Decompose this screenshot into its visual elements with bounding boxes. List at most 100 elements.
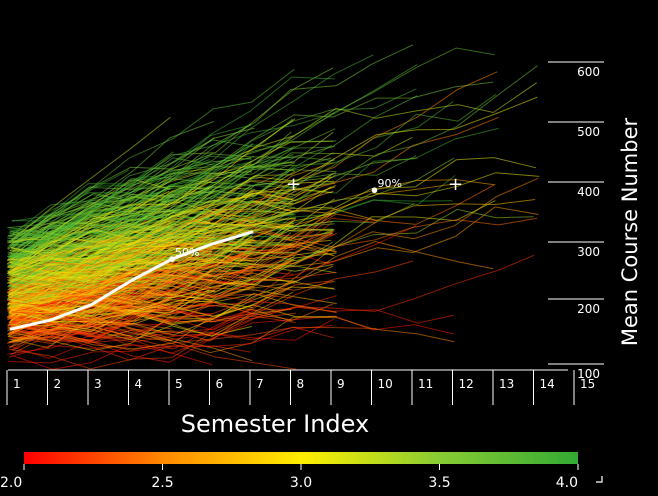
trajectory-line [9, 291, 171, 343]
trajectory-line [11, 281, 253, 321]
trajectory-line [8, 177, 539, 350]
trajectory-line [9, 96, 538, 254]
trajectory-line [10, 270, 292, 339]
trajectory-line [9, 208, 534, 270]
trajectory-line [11, 202, 255, 255]
trajectory-line [7, 278, 297, 332]
trajectory-line [8, 230, 170, 273]
colorbar-ticks: 2.0 2.5 3.0 3.5 4.0 [0, 464, 579, 491]
x-tick-label: 8 [297, 377, 305, 391]
trajectory-line [9, 199, 172, 260]
trajectory-line [10, 287, 170, 317]
trajectory-line [12, 343, 213, 370]
trajectory-line [9, 118, 296, 274]
x-tick-label: 12 [459, 377, 474, 391]
markers: + + [286, 174, 463, 195]
x-axis-title: Semester Index [181, 410, 369, 438]
trajectory-line [11, 157, 455, 308]
plus-marker: + [286, 174, 301, 195]
trajectory-line [11, 208, 295, 281]
trajectory-line [11, 170, 296, 275]
trajectory-line [12, 131, 334, 243]
trajectory-line [7, 286, 293, 338]
trajectory-line [11, 222, 132, 271]
x-tick-label: 13 [499, 377, 514, 391]
trajectory-line [12, 47, 495, 235]
trajectory-line [11, 275, 171, 306]
y-axis: 100 200 300 400 500 600 [548, 61, 604, 381]
trajectory-line [7, 180, 297, 288]
trajectory-line [7, 246, 213, 308]
trajectory-line [7, 236, 130, 298]
trajectory-line [12, 326, 377, 351]
trajectory-line [7, 196, 252, 261]
y-tick-label: 500 [577, 125, 600, 139]
trajectory-line [9, 68, 295, 256]
trajectory-line [10, 171, 252, 237]
trajectory-line [11, 257, 175, 296]
trajectory-line [12, 200, 131, 238]
x-axis: 1 2 3 4 5 6 7 8 9 10 11 12 13 14 15 [6, 369, 595, 405]
trajectory-line [8, 194, 255, 310]
x-tick-label: 7 [256, 377, 264, 391]
x-tick-label: 11 [418, 377, 433, 391]
trajectory-line [8, 250, 130, 282]
x-tick-label: 5 [175, 377, 183, 391]
trajectory-line [7, 254, 296, 316]
x-tick-label: 9 [337, 377, 345, 391]
trajectory-line [8, 188, 333, 296]
trajectory-line [7, 44, 414, 254]
colorbar-tick-label: 2.0 [0, 475, 22, 491]
trajectory-line [12, 224, 214, 284]
y-axis-title: Mean Course Number [618, 118, 642, 347]
trajectory-line [8, 301, 255, 342]
x-tick-label: 1 [13, 377, 21, 391]
trajectory-line [12, 286, 130, 312]
plus-marker: + [448, 174, 463, 195]
trajectory-line [12, 239, 256, 312]
trajectory-line [11, 275, 130, 304]
trajectory-line [9, 289, 134, 335]
percentile-label: 50% [175, 246, 199, 259]
y-tick-label: 100 [577, 367, 600, 381]
trajectory-line [7, 143, 254, 259]
trajectory-line [9, 238, 131, 272]
colorbar-tick-label: 2.5 [151, 475, 173, 491]
trajectory-line [11, 174, 336, 274]
colorbar-tick-label: 3.0 [290, 475, 312, 491]
x-tick-label: 2 [54, 377, 62, 391]
colorbar [24, 452, 578, 464]
student-trajectories [6, 44, 540, 370]
trajectory-line [8, 76, 335, 234]
colorbar-tick-label: 3.5 [428, 475, 450, 491]
trajectory-line [8, 295, 337, 358]
trajectory-line [12, 276, 170, 290]
trajectory-line [7, 81, 494, 250]
trajectory-line [7, 178, 171, 244]
y-tick-label: 600 [577, 65, 600, 79]
y-tick-label: 200 [577, 302, 600, 316]
trajectory-line [11, 54, 374, 265]
percentile-point [169, 256, 175, 262]
trajectory-line [11, 170, 211, 257]
trajectory-line [11, 212, 538, 287]
trajectory-line [9, 257, 253, 296]
x-tick-label: 10 [378, 377, 393, 391]
trajectory-line [7, 286, 255, 337]
trajectory-line [7, 324, 333, 364]
trajectory-line [6, 241, 251, 284]
percentile-curves: 50% 90% [9, 177, 402, 331]
x-tick-label: 3 [94, 377, 102, 391]
x-tick-label: 6 [216, 377, 224, 391]
trajectory-line [7, 261, 131, 284]
x-tick-label: 4 [135, 377, 143, 391]
y-tick-label: 300 [577, 245, 600, 259]
x-tick-label: 15 [580, 377, 595, 391]
trajectory-line [9, 294, 255, 320]
trajectory-line [8, 156, 294, 258]
percentile-point [371, 187, 378, 194]
trajectory-line [10, 199, 536, 322]
y-tick-label: 400 [577, 185, 600, 199]
x-tick-label: 14 [540, 377, 555, 391]
